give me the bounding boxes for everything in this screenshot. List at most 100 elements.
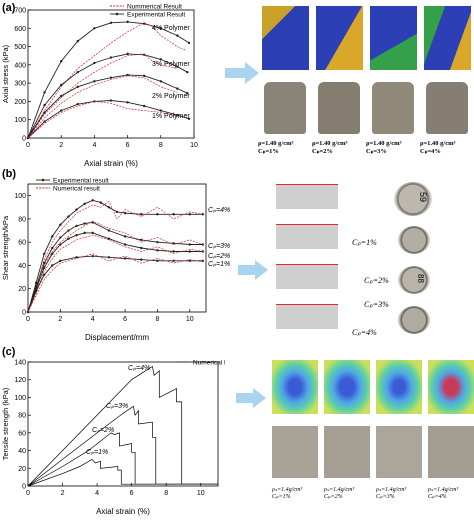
x-tick-label: 6 [123,316,127,323]
series-line [27,200,203,313]
sim-image-a-1 [262,6,309,70]
legend-marker [115,12,119,16]
data-point [67,229,70,232]
data-point [115,210,119,214]
series-line [27,74,188,139]
shear-samples-b: 59 88 [392,180,442,344]
shear-images-b [272,180,342,336]
y-tick-label: 40 [18,263,26,270]
sim-image-a-4 [424,6,471,70]
data-point [60,60,63,63]
series-line [27,53,178,139]
data-point [67,215,70,218]
data-point [156,259,159,262]
specimen-photo-a-3 [372,82,414,134]
data-point [91,199,94,202]
y-tick-label: 100 [14,117,26,124]
data-point [109,76,113,79]
y-tick-label: 120 [14,377,26,384]
caption-cp: Cₚ=3% [366,148,387,155]
caption-rho: ρₛ=1.4g/cm³ [324,487,355,493]
plot-frame [27,361,219,487]
specimen-photos-a [262,82,472,138]
y-tick-label: 80 [18,216,26,223]
tensile-photo-2 [324,426,370,478]
data-point [126,101,129,104]
data-point [159,80,162,83]
data-point [43,103,46,107]
y-tick-label: 0 [22,310,26,317]
data-point [43,111,46,114]
data-point [123,235,127,238]
x-tick-label: 10 [190,142,198,149]
data-point [176,34,179,37]
x-tick-label: 2 [61,490,65,497]
data-point [107,229,111,232]
data-point [172,259,175,262]
shear-caption: Cₚ=4% [352,328,377,337]
x-tick-label: 0 [26,142,30,149]
data-point [176,65,179,68]
chart-b: 0 2 4 6 8 10020406080100Displacement/mmShear … [1,178,230,343]
legend-marker [41,178,45,182]
x-tick-label: 0 [26,316,30,323]
series-line [27,458,218,487]
series-line [27,365,218,487]
data-point [75,224,78,228]
x-tick-label: 4 [92,142,96,149]
data-point [109,56,113,59]
data-point [188,250,192,253]
legend-label: Nummerical Result [127,4,182,11]
data-point [76,70,80,74]
series-line [27,432,218,487]
data-point [42,266,46,269]
panel-a: (a) 0 2 4 6 8 10 0 100 200 300 400 500 600 700 Axial s… [0,0,474,170]
curve-annotation: 3% Polymer [152,61,190,68]
data-point [75,208,78,211]
shear-caption: Cₚ=1% [352,238,377,247]
x-tick-label: 8 [156,316,160,323]
y-tick-label: 140 [14,360,26,367]
curve-annotation: Cₚ=1% [86,449,108,456]
specimen-photo-a-4 [426,82,468,134]
x-axis-label: Axial strain (%) [84,159,138,168]
data-point [143,104,146,108]
shear-box-image-2 [276,224,338,249]
data-point [186,92,189,95]
data-point [188,259,192,262]
data-point [187,41,191,45]
x-axis-label: Axial strain (%) [96,507,150,516]
x-tick-label: 4 [91,316,95,323]
x-tick-label: 2 [59,142,63,149]
caption-cp: Cₚ=1% [258,148,279,155]
data-point [75,234,78,237]
data-point [140,213,143,216]
y-tick-label: 100 [14,193,26,200]
data-point [156,240,159,244]
curve-annotation: Cₚ=4% [208,207,230,214]
y-tick-label: 20 [18,286,26,293]
curve-annotation: Cₚ=4% [128,365,150,372]
x-tick-label: 6 [130,490,134,497]
x-tick-label: 10 [197,490,205,497]
legend-label: Experimental result [53,178,109,185]
y-tick-label: 60 [18,240,26,247]
data-point [51,246,54,250]
caption-rho: ρ=1.40 g/cm³ [312,140,348,147]
data-point [159,27,162,30]
caption-cp: Cₚ=3% [376,494,395,500]
data-point [43,120,46,123]
data-point [126,73,129,77]
data-point [186,70,189,74]
data-point [107,237,111,240]
data-point [93,61,96,65]
series-line [27,221,203,313]
tensile-photos-c [270,426,474,482]
data-point [67,237,70,240]
data-point [91,231,94,235]
tensile-sim-1 [272,360,318,414]
data-point [123,257,127,260]
x-axis-label: Displacement/mm [85,333,149,342]
data-point [140,246,143,250]
